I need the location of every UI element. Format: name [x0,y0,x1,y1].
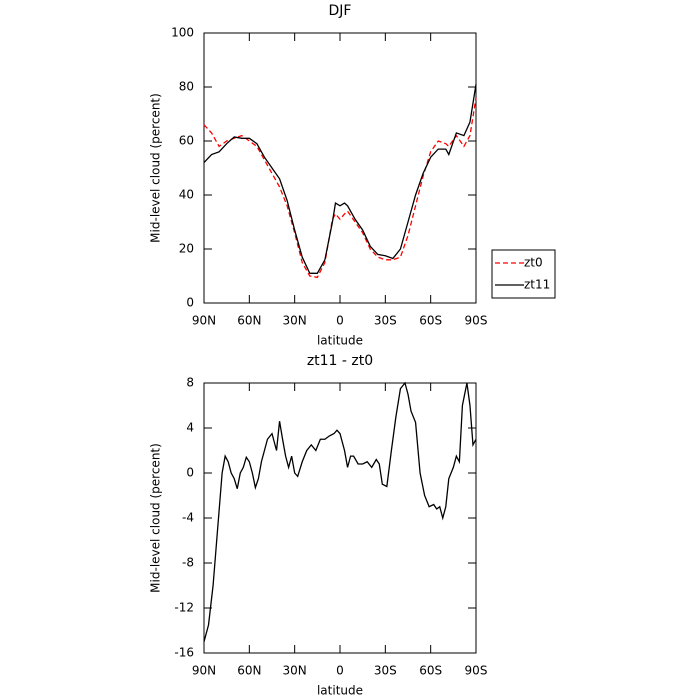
y-tick-label: 0 [186,296,194,310]
y-tick-label: 80 [179,80,194,94]
x-tick-label: 60N [237,314,261,328]
y-tick-label: 100 [171,26,194,40]
x-tick-label: 60S [419,314,442,328]
data-line [203,381,477,642]
legend-label: zt0 [524,256,543,270]
x-tick-label: 30N [283,314,307,328]
plot-frame [203,382,477,654]
y-tick-label: -12 [174,601,194,615]
y-tick-label: 60 [179,134,194,148]
y-tick-label: 4 [186,421,194,435]
x-tick-label: 30N [283,664,307,678]
x-tick-label: 0 [336,314,344,328]
y-tick-label: 0 [186,466,194,480]
chart-title: zt11 - zt0 [307,353,373,369]
x-axis-label: latitude [317,334,363,348]
plot-frame [203,32,477,304]
data-line [203,97,477,279]
x-tick-label: 30S [374,664,397,678]
x-tick-label: 90N [192,664,216,678]
x-tick-label: 0 [336,664,344,678]
chart-title: DJF [329,3,352,19]
x-tick-label: 30S [374,314,397,328]
legend-label: zt11 [524,278,550,292]
legend-box [491,249,556,299]
x-axis-label: latitude [317,684,363,698]
y-axis-label: Mid-level cloud (percent) [149,93,163,243]
y-tick-label: -8 [182,556,194,570]
x-tick-label: 60N [237,664,261,678]
y-tick-label: 20 [179,242,194,256]
x-tick-label: 90S [465,314,488,328]
y-tick-label: 40 [179,188,194,202]
y-tick-label: -4 [182,511,194,525]
y-axis-label: Mid-level cloud (percent) [149,443,163,593]
x-tick-label: 60S [419,664,442,678]
x-tick-label: 90N [192,314,216,328]
y-tick-label: 8 [186,376,194,390]
data-line [203,84,477,274]
y-tick-label: -16 [174,646,194,660]
x-tick-label: 90S [465,664,488,678]
